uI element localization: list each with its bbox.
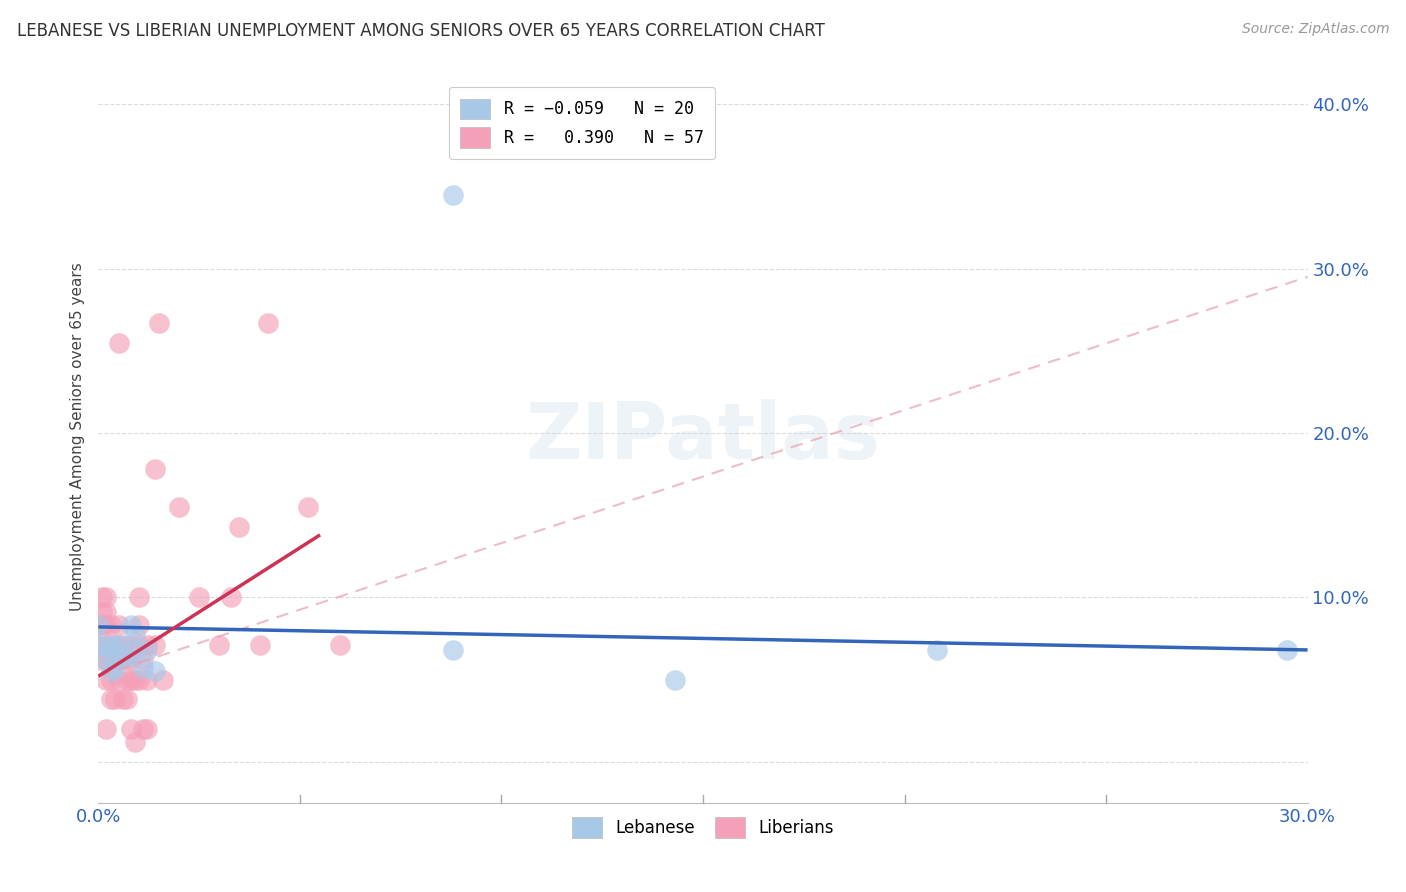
Point — [208, 638, 231, 652]
Point — [107, 335, 129, 350]
Point — [1277, 643, 1299, 657]
Point — [87, 618, 110, 632]
Point — [103, 653, 125, 667]
Point — [103, 638, 125, 652]
Point — [100, 618, 122, 632]
Point — [329, 638, 352, 652]
Point — [124, 643, 146, 657]
Point — [115, 692, 138, 706]
Point — [120, 673, 142, 687]
Point — [91, 618, 114, 632]
Point — [87, 653, 110, 667]
Text: LEBANESE VS LIBERIAN UNEMPLOYMENT AMONG SENIORS OVER 65 YEARS CORRELATION CHART: LEBANESE VS LIBERIAN UNEMPLOYMENT AMONG … — [17, 22, 825, 40]
Point — [100, 653, 122, 667]
Point — [96, 605, 118, 619]
Point — [96, 653, 118, 667]
Point — [96, 722, 118, 736]
Point — [120, 638, 142, 652]
Point — [167, 500, 190, 514]
Point — [107, 673, 129, 687]
Point — [441, 643, 464, 657]
Point — [228, 519, 250, 533]
Text: ZIPatlas: ZIPatlas — [526, 399, 880, 475]
Point — [111, 692, 134, 706]
Point — [100, 665, 122, 679]
Point — [925, 643, 948, 657]
Point — [100, 692, 122, 706]
Point — [188, 591, 211, 605]
Point — [135, 643, 157, 657]
Point — [124, 626, 146, 640]
Legend: Lebanese, Liberians: Lebanese, Liberians — [561, 805, 845, 849]
Point — [135, 638, 157, 652]
Point — [664, 673, 686, 687]
Point — [132, 722, 155, 736]
Point — [91, 591, 114, 605]
Point — [128, 673, 150, 687]
Point — [124, 673, 146, 687]
Text: Source: ZipAtlas.com: Source: ZipAtlas.com — [1241, 22, 1389, 37]
Point — [120, 618, 142, 632]
Point — [87, 618, 110, 632]
Point — [100, 638, 122, 652]
Point — [107, 638, 129, 652]
Point — [96, 638, 118, 652]
Point — [143, 462, 166, 476]
Point — [143, 665, 166, 679]
Point — [132, 661, 155, 675]
Point — [115, 649, 138, 664]
Point — [132, 653, 155, 667]
Y-axis label: Unemployment Among Seniors over 65 years: Unemployment Among Seniors over 65 years — [70, 263, 86, 611]
Point — [297, 500, 319, 514]
Point — [111, 651, 134, 665]
Point — [103, 692, 125, 706]
Point — [96, 591, 118, 605]
Point — [143, 638, 166, 652]
Point — [256, 316, 278, 330]
Point — [249, 638, 271, 652]
Point — [87, 638, 110, 652]
Point — [107, 653, 129, 667]
Point — [221, 591, 243, 605]
Point — [87, 638, 110, 652]
Point — [135, 722, 157, 736]
Point — [124, 735, 146, 749]
Point — [120, 722, 142, 736]
Point — [96, 638, 118, 652]
Point — [441, 187, 464, 202]
Point — [100, 673, 122, 687]
Point — [91, 605, 114, 619]
Point — [103, 661, 125, 675]
Point — [115, 673, 138, 687]
Point — [148, 316, 170, 330]
Point — [100, 644, 122, 658]
Point — [128, 618, 150, 632]
Point — [120, 653, 142, 667]
Point — [152, 673, 174, 687]
Point — [111, 638, 134, 652]
Point — [135, 673, 157, 687]
Point — [115, 653, 138, 667]
Point — [96, 618, 118, 632]
Point — [103, 638, 125, 652]
Point — [107, 618, 129, 632]
Point — [128, 638, 150, 652]
Point — [96, 653, 118, 667]
Point — [96, 673, 118, 687]
Point — [128, 591, 150, 605]
